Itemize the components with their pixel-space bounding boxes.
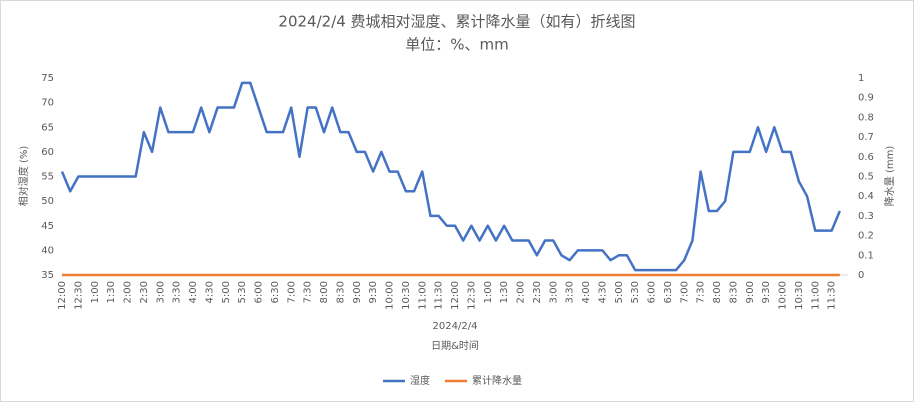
y-tick-label: 45 [41, 221, 54, 232]
x-tick-label: 2:00 [123, 281, 134, 303]
x-tick-label: 6:30 [663, 281, 674, 303]
x-tick-label: 4:30 [597, 281, 608, 303]
x-tick-label: 12:30 [466, 281, 477, 310]
x-tick-label: 11:30 [827, 281, 838, 310]
x-tick-label: 3:00 [548, 281, 559, 303]
y-axis-label: 相对湿度 (%) [17, 146, 30, 207]
x-tick-label: 5:30 [630, 281, 641, 303]
y2-tick-label: 1 [858, 73, 864, 84]
series-line [60, 81, 841, 272]
x-tick-label: 10:00 [385, 281, 396, 310]
x-tick-label: 6:00 [254, 281, 265, 303]
y2-tick-label: 0.4 [858, 191, 874, 202]
x-tick-label: 11:00 [417, 281, 428, 310]
y2-tick-label: 0.9 [858, 93, 874, 104]
y-tick-label: 50 [41, 196, 54, 207]
x-tick-label: 11:00 [810, 281, 821, 310]
x-tick-label: 6:30 [270, 281, 281, 303]
x-tick-label: 12:30 [73, 281, 84, 310]
x-tick-label: 9:00 [352, 281, 363, 303]
x-axis-label: 日期&时间 [431, 339, 479, 352]
x-tick-label: 12:00 [450, 281, 461, 310]
y2-tick-label: 0.2 [858, 231, 874, 242]
y-tick-label: 55 [41, 172, 54, 183]
x-tick-label: 4:00 [581, 281, 592, 303]
y-tick-label: 70 [41, 98, 54, 109]
x-tick-label: 8:30 [335, 281, 346, 303]
x-tick-label: 2:00 [516, 281, 527, 303]
x-tick-label: 7:30 [696, 281, 707, 303]
x-tick-label: 1:00 [90, 281, 101, 303]
legend-label: 累计降水量 [472, 374, 522, 387]
y2-tick-label: 0.8 [858, 112, 874, 123]
y2-tick-label: 0 [858, 270, 864, 281]
x-tick-label: 7:00 [286, 281, 297, 303]
y2-tick-label: 0.3 [858, 211, 874, 222]
x-tick-label: 1:00 [483, 281, 494, 303]
y2-tick-label: 0.5 [858, 172, 874, 183]
x-tick-label: 7:30 [303, 281, 314, 303]
x-tick-label: 8:00 [319, 281, 330, 303]
x-tick-label: 2:30 [139, 281, 150, 303]
x-tick-label: 8:00 [712, 281, 723, 303]
x-tick-label: 9:00 [745, 281, 756, 303]
x-tick-label: 5:30 [237, 281, 248, 303]
chart-subtitle: 单位：%、mm [405, 36, 508, 54]
x-tick-label: 3:30 [565, 281, 576, 303]
x-tick-label: 1:30 [499, 281, 510, 303]
x-group-label: 2024/2/4 [433, 321, 478, 332]
x-tick-label: 1:30 [106, 281, 117, 303]
x-tick-label: 3:00 [155, 281, 166, 303]
x-tick-label: 8:30 [728, 281, 739, 303]
x-tick-label: 4:00 [188, 281, 199, 303]
x-tick-label: 10:00 [778, 281, 789, 310]
x-tick-label: 2:30 [532, 281, 543, 303]
x-tick-label: 3:30 [172, 281, 183, 303]
y-tick-label: 65 [41, 122, 54, 133]
x-tick-label: 7:00 [679, 281, 690, 303]
x-tick-label: 4:30 [204, 281, 215, 303]
x-tick-label: 9:30 [761, 281, 772, 303]
x-tick-label: 10:30 [401, 281, 412, 310]
x-tick-label: 5:00 [221, 281, 232, 303]
y-tick-label: 60 [41, 147, 54, 158]
y2-tick-label: 0.1 [858, 250, 874, 261]
x-tick-label: 6:00 [647, 281, 658, 303]
x-tick-label: 11:30 [434, 281, 445, 310]
x-tick-label: 12:00 [57, 281, 68, 310]
x-tick-label: 5:00 [614, 281, 625, 303]
chart-title: 2024/2/4 费城相对湿度、累计降水量（如有）折线图 [278, 13, 635, 31]
y-tick-label: 75 [41, 73, 54, 84]
y2-axis-label: 降水量 (mm) [883, 146, 896, 207]
x-tick-label: 9:30 [368, 281, 379, 303]
y-tick-label: 35 [41, 270, 54, 281]
y-tick-label: 40 [41, 245, 54, 256]
y2-tick-label: 0.6 [858, 152, 874, 163]
legend-label: 湿度 [410, 374, 430, 387]
x-tick-label: 10:30 [794, 281, 805, 310]
y2-tick-label: 0.7 [858, 132, 874, 143]
